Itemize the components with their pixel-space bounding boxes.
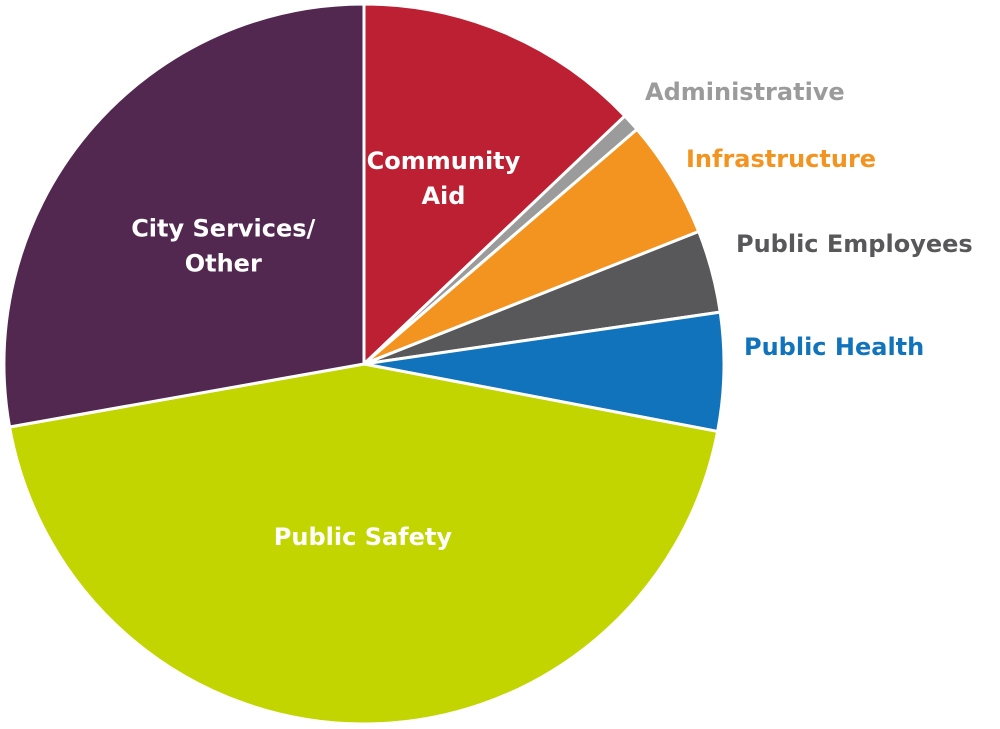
slice-label-community-aid: Community Aid (367, 147, 521, 210)
slice-label-public-health: Public Health (744, 333, 924, 361)
slice-label-infrastructure: Infrastructure (686, 145, 876, 173)
pie-slice-city-services-other (2, 2, 366, 429)
slice-label-public-employees: Public Employees (736, 230, 973, 258)
pie-slices (2, 2, 726, 726)
pie-slice-community-aid (362, 2, 627, 366)
pie-slice-public-safety (8, 362, 720, 726)
pie-labels: Community Aid Administrative Infrastructure… (131, 78, 972, 551)
slice-label-public-safety: Public Safety (274, 523, 453, 551)
slice-label-city-services-other: City Services/Other (131, 215, 315, 278)
slice-label-administrative: Administrative (645, 78, 845, 106)
